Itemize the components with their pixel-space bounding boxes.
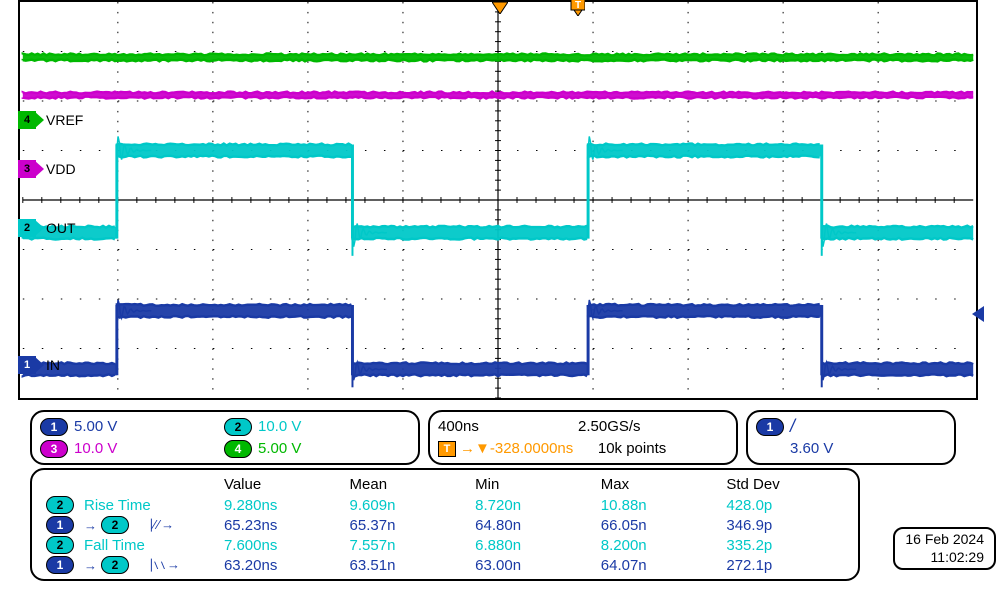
ch4-label: VREF (46, 112, 83, 128)
meas-cell: 64.80n (471, 515, 597, 535)
meas-header (42, 474, 220, 495)
waveform-svg (20, 2, 976, 398)
meas-cell: 63.20ns (220, 555, 346, 575)
meas-cell: 8.720n (471, 495, 597, 515)
trigger-t-badge: T (438, 441, 456, 457)
ch3-scale: 10.0 V (74, 440, 164, 457)
timestamp-panel: 16 Feb 2024 11:02:29 (893, 527, 996, 570)
trigger-delay: -328.0000ns (490, 440, 598, 457)
ch4-scale: 5.00 V (258, 440, 301, 457)
meas-cell: 64.07n (597, 555, 723, 575)
ch4-badge: 4 (224, 440, 252, 458)
timestamp-time: 11:02:29 (905, 549, 984, 567)
measurements-panel: ValueMeanMinMaxStd Dev 2Rise Time9.280ns… (30, 468, 860, 581)
ch1-badge: 1 (40, 418, 68, 436)
ch2-marker: 2 (18, 219, 36, 237)
info-row: 1 5.00 V 2 10.0 V 3 10.0 V 4 5.00 V 400n… (30, 410, 980, 465)
trigger-level-arrow (972, 306, 984, 322)
sample-rate: 2.50GS/s (578, 418, 641, 435)
ch1-scale: 5.00 V (74, 418, 164, 435)
meas-cell: 7.557n (346, 535, 472, 555)
meas-cell: 272.1p (722, 555, 848, 575)
timebase-panel: 400ns 2.50GS/s T →▼ -328.0000ns 10k poin… (428, 410, 738, 465)
meas-cell: 10.88n (597, 495, 723, 515)
meas-cell: 9.280ns (220, 495, 346, 515)
meas-badge: 2 (101, 556, 129, 574)
meas-badge: 1 (46, 516, 74, 534)
meas-cell: 63.00n (471, 555, 597, 575)
meas-badge: 2 (46, 496, 74, 514)
ch3-marker: 3 (18, 160, 36, 178)
ch1-label: IN (46, 357, 60, 373)
record-length: 10k points (598, 440, 666, 457)
meas-header: Min (471, 474, 597, 495)
meas-cell: 7.600ns (220, 535, 346, 555)
meas-row: 1→2⎹ ∕ ∕ →65.23ns65.37n64.80n66.05n346.9… (42, 515, 848, 535)
ch4-marker: 4 (18, 111, 36, 129)
trigger-panel: 1 / 3.60 V (746, 410, 956, 465)
meas-cell: 8.200n (597, 535, 723, 555)
meas-cell: 428.0p (722, 495, 848, 515)
waveform-display: 4 VREF 3 VDD 2 OUT 1 IN T (18, 0, 978, 400)
meas-cell: 9.609n (346, 495, 472, 515)
meas-cell: 6.880n (471, 535, 597, 555)
time-per-div: 400ns (438, 418, 578, 435)
meas-header: Std Dev (722, 474, 848, 495)
meas-header: Value (220, 474, 346, 495)
meas-badge: 2 (46, 536, 74, 554)
meas-row: 2Rise Time9.280ns9.609n8.720n10.88n428.0… (42, 495, 848, 515)
trigger-center-marker (492, 0, 508, 14)
meas-cell: 346.9p (722, 515, 848, 535)
meas-row: 2Fall Time7.600ns7.557n6.880n8.200n335.2… (42, 535, 848, 555)
measurements-table: ValueMeanMinMaxStd Dev 2Rise Time9.280ns… (42, 474, 848, 575)
meas-badge: 1 (46, 556, 74, 574)
ch2-badge: 2 (224, 418, 252, 436)
meas-header: Mean (346, 474, 472, 495)
ch2-label: OUT (46, 220, 76, 236)
trigger-slope-icon: / (790, 416, 795, 437)
ch1-marker: 1 (18, 356, 36, 374)
svg-text:T: T (575, 0, 581, 11)
meas-row: 1→2⎹ ∖ ∖ →63.20ns63.51n63.00n64.07n272.1… (42, 555, 848, 575)
meas-cell: 335.2p (722, 535, 848, 555)
meas-cell: 65.37n (346, 515, 472, 535)
timestamp-date: 16 Feb 2024 (905, 531, 984, 549)
meas-cell: 66.05n (597, 515, 723, 535)
meas-cell: 65.23ns (220, 515, 346, 535)
meas-header: Max (597, 474, 723, 495)
ch2-scale: 10.0 V (258, 418, 301, 435)
ch3-badge: 3 (40, 440, 68, 458)
meas-cell: 63.51n (346, 555, 472, 575)
trigger-t-marker: T (569, 0, 585, 14)
meas-badge: 2 (101, 516, 129, 534)
trigger-source-badge: 1 (756, 418, 784, 436)
ch3-label: VDD (46, 161, 76, 177)
trigger-level: 3.60 V (790, 440, 833, 457)
channel-scale-panel: 1 5.00 V 2 10.0 V 3 10.0 V 4 5.00 V (30, 410, 420, 465)
